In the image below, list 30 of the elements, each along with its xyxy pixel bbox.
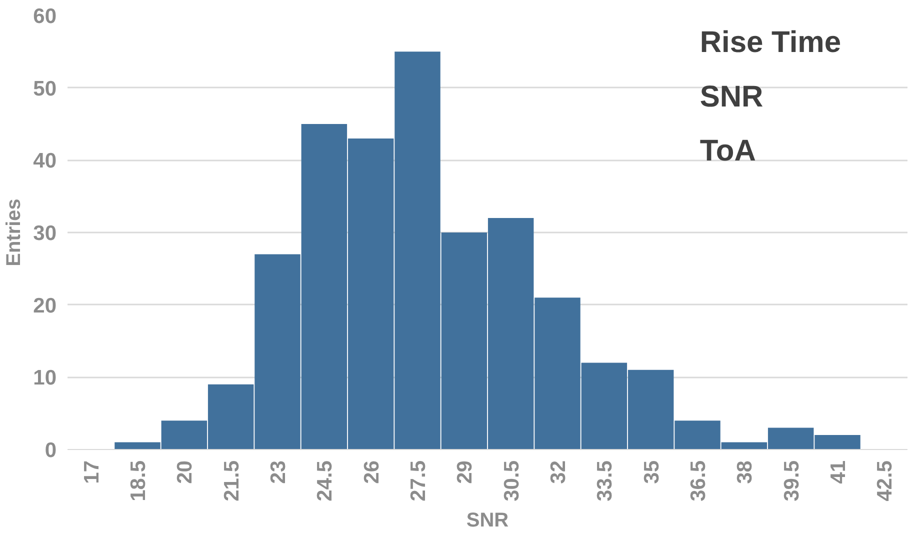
x-tick-label: 32 xyxy=(547,460,570,484)
y-tick-label: 0 xyxy=(44,439,57,462)
y-tick-label: 40 xyxy=(33,150,56,173)
y-tick-label: 30 xyxy=(33,222,56,245)
x-tick-label: 23 xyxy=(267,460,290,484)
x-tick-label: 30.5 xyxy=(500,460,524,502)
x-tick-label: 20 xyxy=(174,460,197,484)
x-tick-label: 33.5 xyxy=(594,460,617,502)
x-tick-label: 38 xyxy=(734,460,757,484)
x-tick-label: 39.5 xyxy=(780,460,804,502)
x-tick-label: 35 xyxy=(640,460,664,484)
annotation: Rise Time xyxy=(700,26,842,60)
x-tick-label: 26 xyxy=(360,460,384,484)
annotation: ToA xyxy=(700,134,756,168)
x-tick-label: 17 xyxy=(80,460,104,484)
y-tick-label: 60 xyxy=(33,5,56,28)
x-tick-label: 42.5 xyxy=(874,460,897,502)
x-tick-label: 21.5 xyxy=(220,460,244,502)
x-tick-label: 27.5 xyxy=(407,460,430,502)
x-tick-label: 41 xyxy=(827,460,850,484)
y-axis-title: Entries xyxy=(3,198,26,266)
x-tick-label: 29 xyxy=(454,460,477,484)
x-tick-label: 18.5 xyxy=(127,460,150,502)
x-axis-title: SNR xyxy=(466,509,510,532)
annotation: SNR xyxy=(700,80,764,114)
x-tick-label: 36.5 xyxy=(687,460,710,502)
y-tick-label: 10 xyxy=(33,366,56,390)
x-tick-label: 24.5 xyxy=(314,460,337,502)
y-tick-label: 50 xyxy=(33,77,56,100)
y-tick-label: 20 xyxy=(33,294,56,318)
